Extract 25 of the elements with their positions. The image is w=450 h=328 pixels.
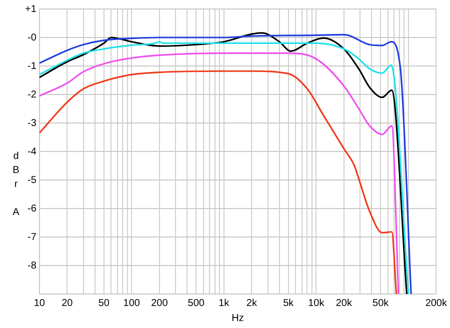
x-tick-label: 500 <box>188 298 205 309</box>
y-tick-label: -1 <box>27 60 37 72</box>
y-tick-label: -7 <box>27 232 37 243</box>
x-tick-label: 50k <box>372 298 390 309</box>
x-tick-label: 100 <box>123 298 140 309</box>
y-tick-label: -2 <box>27 89 37 100</box>
x-tick-label: 200 <box>151 298 168 309</box>
x-tick-label: 20 <box>62 298 74 309</box>
x-tick-label: 10 <box>34 298 46 309</box>
x-tick-label: 200k <box>425 298 448 309</box>
y-tick-label: -3 <box>27 118 37 129</box>
y-tick-label: -4 <box>27 146 37 158</box>
x-tick-label: 1k <box>218 298 230 309</box>
x-tick-label: 50 <box>98 298 110 309</box>
y-tick-label: +1 <box>24 4 37 15</box>
x-tick-label: 5k <box>283 298 295 309</box>
y-tick-label: -6 <box>27 203 37 214</box>
x-tick-label: 10k <box>308 298 326 309</box>
text: dBr A <box>12 151 20 218</box>
y-tick-label: -5 <box>27 174 37 186</box>
x-tick-label: 20k <box>336 298 353 309</box>
x-axis-title: Hz <box>232 312 244 324</box>
x-tick-label: 2k <box>246 298 258 309</box>
y-tick-label: -0 <box>27 32 37 44</box>
y-tick-label: -8 <box>27 260 37 272</box>
